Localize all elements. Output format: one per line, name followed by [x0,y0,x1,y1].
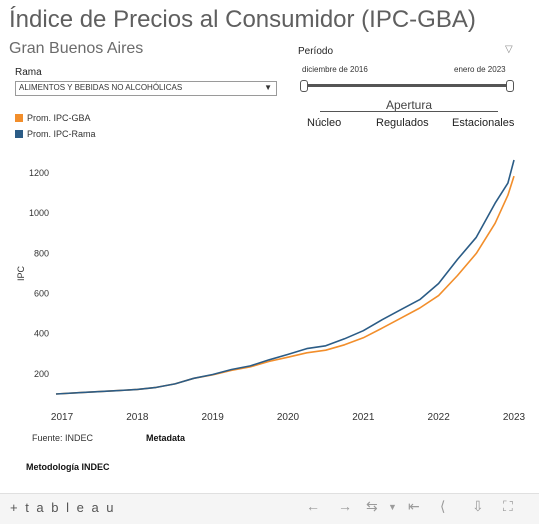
filter-icon[interactable]: ▽ [505,44,513,55]
redo-icon[interactable]: → [338,498,352,514]
legend-item-ipc-rama[interactable]: Prom. IPC-Rama [15,129,96,139]
y-tick-label: 200 [34,369,49,379]
series-line-ipc-gba [56,176,514,394]
metodologia-link[interactable]: Metodología INDEC [26,462,110,472]
periodo-end-value: enero de 2023 [454,65,506,74]
fullscreen-icon[interactable]: ⛶ [503,498,513,515]
reset-icon[interactable]: ⇤ [408,498,420,515]
periodo-slider-end-handle[interactable] [506,80,514,92]
y-tick-label: 1000 [29,208,49,218]
y-axis-label: IPC [16,265,26,281]
page-subtitle: Gran Buenos Aires [9,40,143,58]
legend-swatch-ipc-rama [15,130,23,138]
legend-item-ipc-gba[interactable]: Prom. IPC-GBA [15,113,91,123]
apertura-title: Apertura [320,98,498,112]
apertura-estacionales-button[interactable]: Estacionales [452,117,514,129]
page-title: Índice de Precios al Consumidor (IPC-GBA… [9,6,476,34]
metadata-link[interactable]: Metadata [146,433,185,443]
legend-label-ipc-rama: Prom. IPC-Rama [27,129,96,139]
revert-dropdown-icon[interactable]: ▼ [388,502,397,512]
dropdown-arrow-icon[interactable]: ▼ [264,83,272,92]
x-tick-label: 2021 [352,412,375,423]
apertura-nucleo-button[interactable]: Núcleo [307,117,341,129]
rama-selected-value: ALIMENTOS Y BEBIDAS NO ALCOHÓLICAS [19,83,182,92]
periodo-start-value: diciembre de 2016 [302,65,368,74]
y-tick-label: 800 [34,248,49,258]
x-tick-label: 2017 [51,412,74,423]
periodo-slider-start-handle[interactable] [300,80,308,92]
legend-swatch-ipc-gba [15,114,23,122]
rama-filter-label: Rama [15,67,42,78]
legend-label-ipc-gba: Prom. IPC-GBA [27,113,91,123]
tableau-logo[interactable]: + t a b l e a u [10,500,116,515]
periodo-filter-label: Período [298,46,333,57]
ipc-line-chart[interactable]: 200 400 600 800 1000 1200 2017 2018 2019 2020 2021… [0,150,539,430]
download-icon[interactable]: ⇩ [472,498,484,515]
x-tick-label: 2023 [503,412,526,423]
y-tick-label: 400 [34,329,49,339]
apertura-divider [320,111,498,112]
x-tick-label: 2022 [428,412,451,423]
periodo-slider-range [307,84,507,87]
source-note: Fuente: INDEC [32,433,93,443]
share-icon[interactable]: ⟨ [440,498,445,515]
revert-icon[interactable]: ⇆ [366,498,378,515]
x-tick-label: 2020 [277,412,300,423]
x-tick-label: 2018 [126,412,149,423]
y-tick-label: 1200 [29,168,49,178]
series-line-ipc-rama [56,160,514,394]
x-tick-label: 2019 [202,412,225,423]
undo-icon[interactable]: ← [306,498,320,514]
y-tick-label: 600 [34,289,49,299]
rama-dropdown[interactable]: ALIMENTOS Y BEBIDAS NO ALCOHÓLICAS ▼ [15,81,277,96]
apertura-regulados-button[interactable]: Regulados [376,117,429,129]
